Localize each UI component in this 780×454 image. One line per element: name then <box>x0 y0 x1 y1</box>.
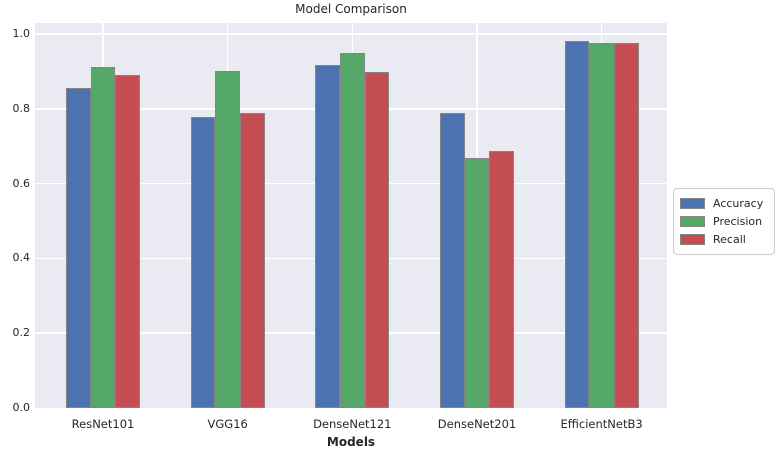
y-tick-label: 0.6 <box>12 176 31 190</box>
accuracy-swatch-icon <box>680 197 705 209</box>
bar-accuracy-densenet201 <box>439 113 465 408</box>
legend-label: Precision <box>713 214 763 228</box>
precision-swatch-icon <box>680 215 705 227</box>
legend-label: Accuracy <box>713 196 764 210</box>
y-tick-label: 1.0 <box>12 27 31 40</box>
bar-recall-resnet101 <box>115 75 140 408</box>
legend-item: Precision <box>680 212 767 230</box>
bar-precision-densenet201 <box>464 158 490 408</box>
x-tick-label: DenseNet201 <box>437 417 517 431</box>
y-tick-label: 0.8 <box>12 101 31 115</box>
x-tick-label: EfficientNetB3 <box>560 417 643 431</box>
recall-swatch-icon <box>680 233 705 245</box>
x-tick-label: VGG16 <box>207 417 248 431</box>
x-tick-label: DenseNet121 <box>313 417 392 431</box>
legend-item: Accuracy <box>680 194 767 212</box>
x-axis-title: Models <box>326 435 376 449</box>
bar-precision-resnet101 <box>90 67 116 408</box>
legend: Accuracy Precision Recall <box>673 188 775 255</box>
bar-precision-vgg16 <box>215 70 241 408</box>
y-tick-label: 0.0 <box>12 401 31 414</box>
bar-accuracy-efficientnetb3 <box>564 40 590 408</box>
plot-area <box>35 23 667 408</box>
y-gridline <box>35 33 667 35</box>
bar-recall-efficientnetb3 <box>613 42 639 408</box>
legend-item: Recall <box>680 230 767 248</box>
bar-recall-densenet121 <box>364 71 390 408</box>
bar-accuracy-densenet121 <box>315 65 340 408</box>
bar-precision-densenet121 <box>339 53 365 408</box>
y-tick-label: 0.2 <box>12 326 31 340</box>
bar-accuracy-vgg16 <box>190 117 216 408</box>
bar-accuracy-resnet101 <box>65 88 91 408</box>
bar-recall-densenet201 <box>489 151 514 408</box>
x-tick-label: ResNet101 <box>71 417 135 431</box>
bar-precision-efficientnetb3 <box>589 42 614 408</box>
legend-label: Recall <box>713 232 746 246</box>
bar-recall-vgg16 <box>240 113 265 408</box>
y-tick-label: 0.4 <box>12 251 31 265</box>
chart-title: Model Comparison <box>295 2 407 16</box>
